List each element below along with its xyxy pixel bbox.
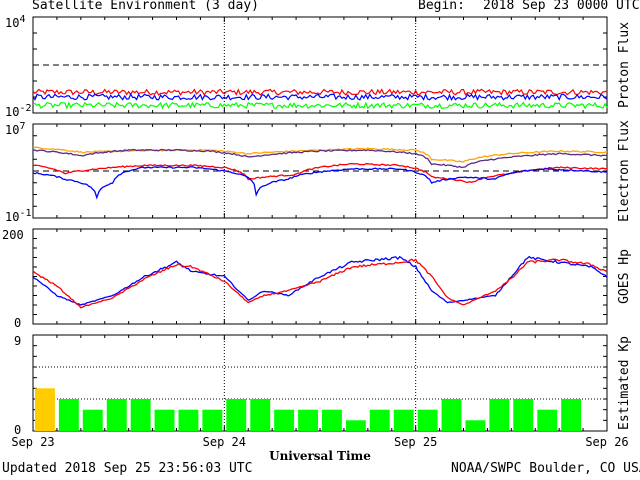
proton-series-red	[32, 88, 608, 97]
kp-bar	[441, 399, 462, 431]
electron-series-purple	[32, 148, 608, 169]
kp-bar	[465, 420, 486, 431]
kp-bar	[393, 409, 414, 431]
proton-frame	[32, 16, 608, 114]
x-tick-label: Sep 25	[394, 435, 437, 449]
electron-series-orange	[32, 146, 608, 163]
kp-y-tick-label-bottom: 0	[14, 423, 21, 437]
x-tick-label: Sep 24	[203, 435, 246, 449]
hp-series-red	[32, 258, 608, 309]
kp-bar	[513, 399, 534, 431]
electron-ylabel: Electron Flux	[617, 120, 632, 222]
updated-timestamp: Updated 2018 Sep 25 23:56:03 UTC	[2, 461, 253, 476]
proton-y-tick-label: 104	[5, 14, 25, 30]
kp-bar	[537, 409, 558, 431]
kp-bar	[322, 409, 342, 431]
hp-series-blue	[32, 255, 608, 306]
kp-bar	[130, 399, 151, 431]
kp-bar	[35, 388, 55, 431]
kp-bar	[226, 399, 247, 431]
kp-bar	[274, 409, 295, 431]
begin-value: 2018 Sep 23 0000 UTC	[483, 0, 640, 13]
electron-y-tick-label: 107	[5, 121, 25, 137]
x-tick-label: Sep 26	[585, 435, 628, 449]
proton-panel: Proton Flux 104 10-2	[5, 14, 632, 119]
credit-label: NOAA/SWPC Boulder, CO USA	[451, 461, 640, 476]
proton-ylabel: Proton Flux	[617, 22, 632, 108]
kp-bar	[82, 409, 103, 431]
kp-bar	[154, 409, 175, 431]
kp-bar	[345, 420, 366, 431]
kp-ylabel: Estimated Kp	[617, 336, 632, 430]
electron-series-blue	[32, 166, 608, 200]
kp-bar	[298, 409, 318, 431]
kp-panel: Estimated Kp	[32, 334, 632, 432]
kp-bar	[106, 399, 127, 431]
hp-y-tick-label-top: 200	[2, 228, 24, 242]
kp-bar	[369, 409, 390, 431]
chart-title: Satellite Environment (3 day)	[32, 0, 259, 13]
kp-bar	[58, 399, 79, 431]
proton-y-tick-label: 10-2	[5, 103, 32, 119]
kp-bar	[561, 399, 582, 431]
kp-bar	[178, 409, 199, 431]
x-axis-title: Universal Time	[269, 449, 371, 463]
hp-panel: GOES Hp	[32, 228, 632, 325]
kp-bar	[202, 409, 223, 431]
electron-series-red	[32, 162, 608, 184]
proton-series-blue	[32, 92, 608, 102]
electron-panel: Electron Flux 107 10-1	[5, 120, 632, 224]
kp-bar	[489, 399, 510, 431]
x-tick-label: Sep 23	[11, 435, 54, 449]
electron-y-tick-label: 10-1	[5, 208, 32, 224]
begin-label: Begin:	[418, 0, 465, 13]
hp-y-tick-label-bottom: 0	[14, 316, 21, 330]
kp-bar	[250, 399, 271, 431]
kp-y-tick-label-top: 9	[14, 334, 21, 348]
proton-series-green	[32, 101, 608, 110]
hp-ylabel: GOES Hp	[617, 249, 632, 304]
kp-bar	[417, 409, 438, 431]
